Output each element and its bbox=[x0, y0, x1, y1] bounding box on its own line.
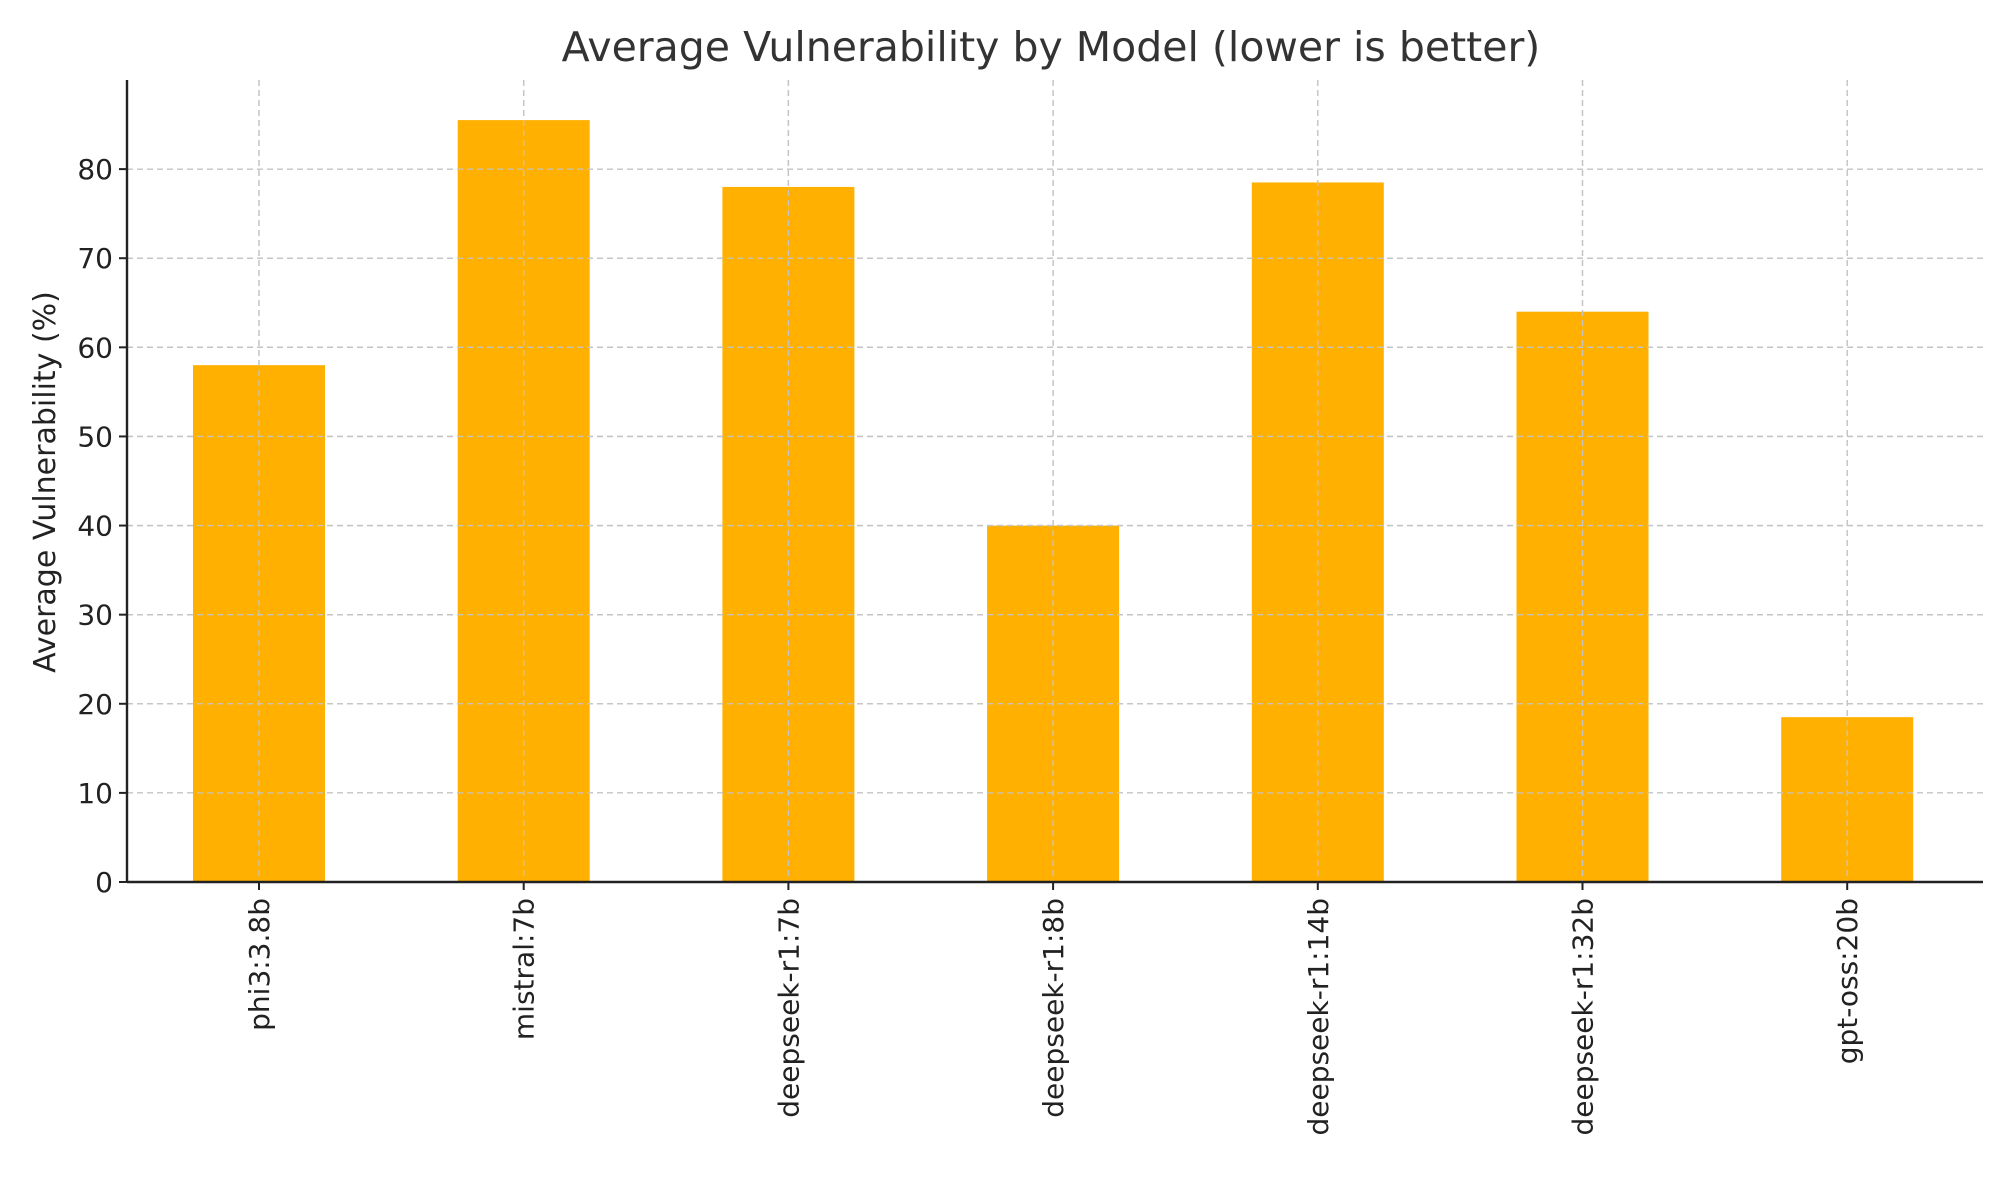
y-tick-label: 30 bbox=[77, 599, 113, 632]
chart-title: Average Vulnerability by Model (lower is… bbox=[562, 23, 1541, 71]
y-tick-label: 80 bbox=[77, 153, 113, 186]
y-tick-label: 60 bbox=[77, 331, 113, 364]
y-tick-label: 20 bbox=[77, 688, 113, 721]
bar-layer bbox=[127, 80, 1983, 883]
y-tick-label: 70 bbox=[77, 242, 113, 275]
axis-layer bbox=[125, 80, 1983, 884]
y-tick-label: 40 bbox=[77, 510, 113, 543]
x-tick-label: deepseek-r1:8b bbox=[1037, 898, 1070, 1118]
x-tick-label: mistral:7b bbox=[508, 898, 541, 1040]
y-axis-label: Average Vulnerability (%) bbox=[28, 291, 63, 673]
bar bbox=[1516, 311, 1649, 882]
x-tick-label: deepseek-r1:7b bbox=[772, 898, 805, 1118]
x-tick-label: deepseek-r1:32b bbox=[1567, 898, 1600, 1136]
x-tick-label: deepseek-r1:14b bbox=[1302, 898, 1335, 1136]
y-tick-label: 0 bbox=[95, 866, 113, 899]
y-tick-label: 50 bbox=[77, 420, 113, 453]
tick-layer: 0 10 20 30 40 50 60 70 80 phi3:3.8b mistral:7b deep… bbox=[77, 153, 1864, 1135]
x-tick-label: phi3:3.8b bbox=[243, 898, 276, 1031]
x-tick-label: gpt-oss:20b bbox=[1831, 898, 1864, 1064]
y-tick-label: 10 bbox=[77, 777, 113, 810]
